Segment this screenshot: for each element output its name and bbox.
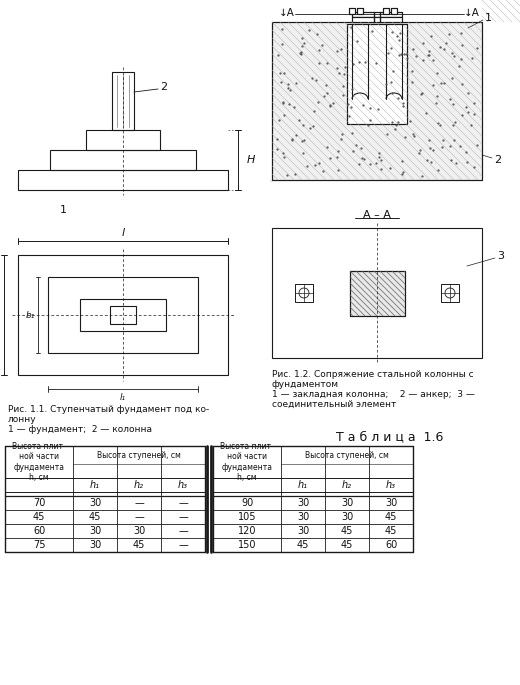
- Text: 30: 30: [297, 526, 309, 536]
- Bar: [349, 8, 355, 14]
- Bar: [357, 8, 363, 14]
- Bar: [350, 271, 405, 316]
- Bar: [383, 8, 389, 14]
- Bar: [352, 17, 402, 22]
- Text: 1 — закладная колонна;    2 — анкер;  3 —: 1 — закладная колонна; 2 — анкер; 3 —: [272, 390, 475, 399]
- Text: —: —: [178, 526, 188, 536]
- Text: 45: 45: [385, 526, 397, 536]
- Bar: [86, 130, 160, 150]
- Text: 30: 30: [341, 512, 353, 522]
- Bar: [347, 24, 407, 124]
- Text: —: —: [134, 498, 144, 508]
- Text: ↓A: ↓A: [464, 8, 480, 18]
- Text: 70: 70: [33, 498, 45, 508]
- Text: h₂: h₂: [342, 480, 352, 490]
- Bar: [50, 150, 196, 170]
- Text: 1: 1: [485, 13, 492, 23]
- Text: 150: 150: [238, 540, 256, 550]
- Bar: [347, 24, 407, 124]
- Text: l: l: [122, 228, 125, 238]
- Text: —: —: [178, 498, 188, 508]
- Text: 45: 45: [297, 540, 309, 550]
- Text: 1 — фундамент;  2 — колонна: 1 — фундамент; 2 — колонна: [8, 425, 152, 434]
- Text: 120: 120: [238, 526, 256, 536]
- Bar: [352, 12, 402, 17]
- Bar: [112, 72, 134, 130]
- Text: 30: 30: [297, 512, 309, 522]
- Text: l₁: l₁: [120, 393, 126, 401]
- Text: —: —: [178, 540, 188, 550]
- Text: Высота ступеней, см: Высота ступеней, см: [305, 451, 389, 460]
- Text: 30: 30: [89, 526, 101, 536]
- Text: А – А: А – А: [363, 210, 391, 220]
- Bar: [18, 255, 228, 375]
- Text: 45: 45: [33, 512, 45, 522]
- Bar: [383, 8, 389, 14]
- Text: Высота ступеней, см: Высота ступеней, см: [97, 451, 181, 460]
- Text: Высота плит-
ной части
фундамента
h, см: Высота плит- ной части фундамента h, см: [12, 442, 66, 482]
- Text: —: —: [134, 512, 144, 522]
- Text: h₂: h₂: [134, 480, 144, 490]
- Bar: [272, 228, 482, 358]
- Text: 30: 30: [297, 498, 309, 508]
- Text: h₃: h₃: [178, 480, 188, 490]
- Bar: [350, 271, 405, 316]
- Text: 105: 105: [238, 512, 256, 522]
- Text: b₁: b₁: [25, 310, 35, 319]
- Bar: [18, 170, 228, 190]
- Bar: [272, 22, 482, 180]
- Text: H: H: [247, 155, 255, 165]
- Text: лонну: лонну: [8, 415, 36, 424]
- Text: 2: 2: [160, 82, 167, 92]
- Bar: [441, 284, 459, 302]
- Text: Рис. 1.2. Сопряжение стальной колонны с: Рис. 1.2. Сопряжение стальной колонны с: [272, 370, 474, 379]
- Text: Высота плит-
ной части
фундамента
h, см: Высота плит- ной части фундамента h, см: [220, 442, 274, 482]
- Text: 75: 75: [33, 540, 45, 550]
- Text: 2: 2: [494, 155, 501, 165]
- Text: 60: 60: [385, 540, 397, 550]
- Text: соединительный элемент: соединительный элемент: [272, 400, 396, 409]
- Text: —: —: [178, 512, 188, 522]
- Bar: [110, 306, 136, 324]
- Bar: [295, 284, 313, 302]
- Text: 45: 45: [341, 526, 353, 536]
- Text: 45: 45: [133, 540, 145, 550]
- Text: 30: 30: [133, 526, 145, 536]
- Text: h₁: h₁: [90, 480, 100, 490]
- Text: фундаментом: фундаментом: [272, 380, 339, 389]
- Text: 30: 30: [89, 540, 101, 550]
- Text: ↓A: ↓A: [279, 8, 295, 18]
- Text: h₁: h₁: [298, 480, 308, 490]
- Bar: [391, 8, 397, 14]
- Text: Рис. 1.1. Ступенчатый фундамент под ко-: Рис. 1.1. Ступенчатый фундамент под ко-: [8, 405, 209, 414]
- Bar: [357, 8, 363, 14]
- Bar: [80, 299, 166, 331]
- Text: Т а б л и ц а  1.6: Т а б л и ц а 1.6: [336, 430, 444, 443]
- Text: 45: 45: [341, 540, 353, 550]
- Text: 90: 90: [241, 498, 253, 508]
- Text: 30: 30: [341, 498, 353, 508]
- Bar: [272, 22, 482, 180]
- Text: 3: 3: [497, 251, 504, 261]
- Text: 45: 45: [385, 512, 397, 522]
- Bar: [352, 17, 402, 22]
- Text: 60: 60: [33, 526, 45, 536]
- Bar: [48, 277, 198, 353]
- Text: 45: 45: [89, 512, 101, 522]
- Text: h₃: h₃: [386, 480, 396, 490]
- Text: 30: 30: [385, 498, 397, 508]
- Bar: [349, 8, 355, 14]
- Bar: [352, 12, 402, 17]
- Text: 30: 30: [89, 498, 101, 508]
- Text: 1: 1: [59, 205, 67, 215]
- Bar: [391, 8, 397, 14]
